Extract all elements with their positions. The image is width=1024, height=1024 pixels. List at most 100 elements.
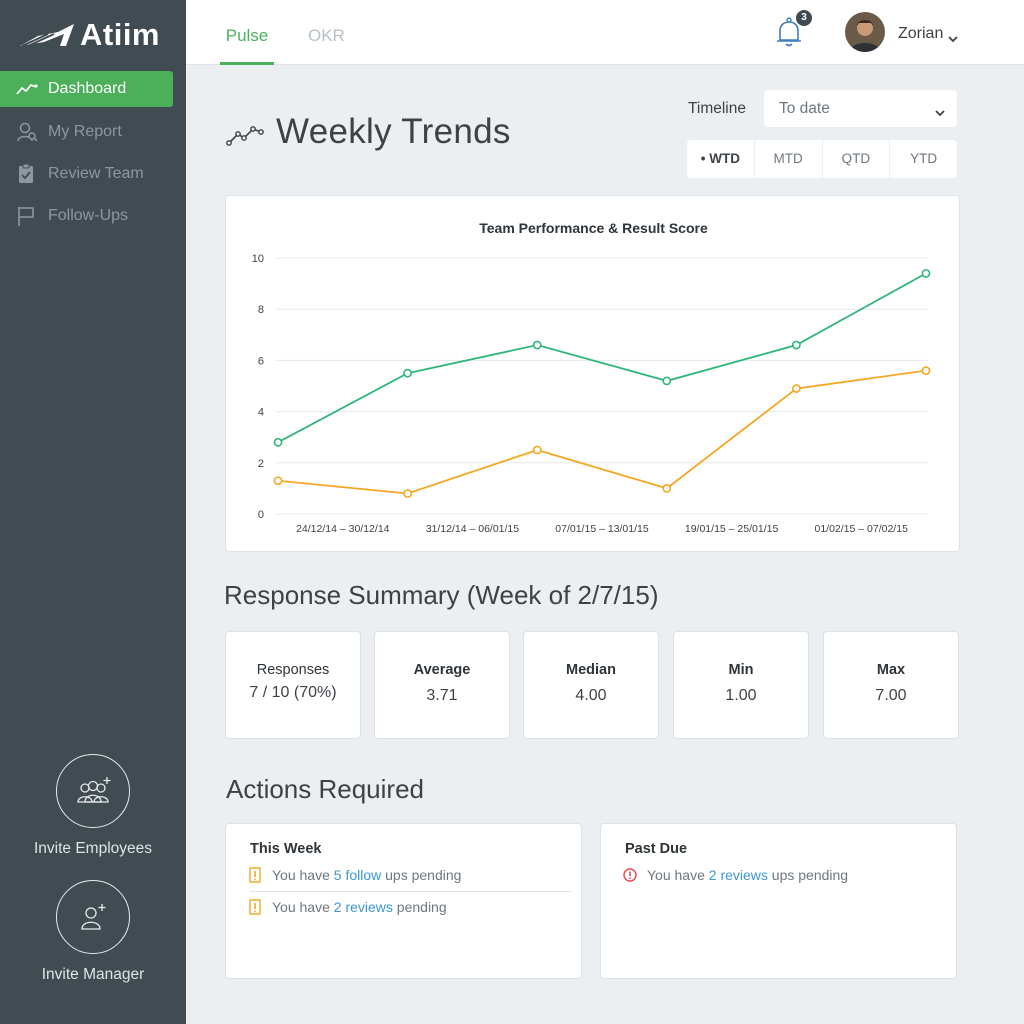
action-text-prefix: You have: [272, 899, 334, 915]
chevron-down-icon[interactable]: [948, 30, 958, 48]
stat-value: 1.00: [725, 687, 757, 704]
stat-card-median: Median 4.00: [523, 631, 659, 739]
range-ytd[interactable]: YTD: [910, 151, 938, 166]
action-card-heading: Past Due: [625, 841, 688, 857]
stat-card-average: Average 3.71: [374, 631, 510, 739]
data-point[interactable]: [921, 366, 931, 376]
range-mtd[interactable]: MTD: [755, 140, 823, 178]
stat-value: 4.00: [575, 687, 607, 704]
divider: [250, 891, 572, 892]
stat-label: Responses: [256, 662, 330, 678]
chart-card: Team Performance & Result Score 0 2 4 6 8 10 2…: [225, 195, 960, 552]
sidebar-nav: Dashboard My Report Review Team Follow-U…: [0, 71, 186, 237]
past-due-reviews-link[interactable]: 2 reviews: [708, 867, 768, 883]
group-add-icon: [56, 754, 130, 828]
warning-icon: [248, 867, 262, 883]
stat-label: Max: [876, 662, 906, 678]
chevron-down-icon: [935, 104, 945, 122]
user-search-icon: [16, 121, 40, 143]
stat-label: Median: [566, 662, 616, 678]
data-point[interactable]: [792, 340, 801, 350]
stat-value: 3.71: [426, 687, 458, 704]
logo[interactable]: Atiim: [18, 17, 160, 52]
warning-icon: [248, 899, 262, 915]
data-point[interactable]: [662, 376, 672, 386]
tab-okr[interactable]: OKR: [308, 26, 345, 45]
invite-manager-button[interactable]: Invite Manager: [0, 880, 186, 984]
stat-card-min: Min 1.00: [673, 631, 809, 739]
follow-ups-link[interactable]: 5 follow: [333, 867, 382, 883]
sidebar-item-label: Review Team: [48, 165, 144, 182]
stat-value: 7.00: [875, 687, 907, 704]
user-name[interactable]: Zorian: [898, 25, 944, 42]
logo-mark-icon: [20, 24, 74, 47]
action-text-prefix: You have: [647, 867, 709, 883]
x-tick-label: 31/12/14 – 06/01/15: [426, 523, 520, 535]
user-add-icon: [56, 880, 130, 954]
y-tick-label: 4: [258, 407, 264, 419]
sidebar: Atiim Dashboard My Report Review Team Fo…: [0, 0, 186, 1024]
y-tick-label: 8: [258, 304, 264, 316]
stat-card-responses: Responses 7 / 10 (70%): [225, 631, 361, 739]
top-bar: Pulse OKR 3 Zorian: [186, 0, 1024, 65]
logo-text: Atiim: [80, 17, 160, 52]
timeline-select-value: To date: [779, 100, 830, 117]
data-point[interactable]: [403, 368, 412, 378]
x-tick-label: 19/01/15 – 25/01/15: [685, 523, 779, 535]
sidebar-item-label: Follow-Ups: [48, 207, 129, 224]
sidebar-item-my-report[interactable]: My Report: [0, 111, 186, 153]
sidebar-item-label: Dashboard: [48, 80, 127, 97]
data-point[interactable]: [532, 340, 542, 350]
actions-title: Actions Required: [226, 774, 424, 804]
bell-icon[interactable]: [776, 16, 802, 55]
data-point[interactable]: [921, 268, 931, 278]
invite-manager-label: Invite Manager: [41, 966, 145, 983]
action-card-heading: This Week: [250, 841, 322, 857]
action-text-suffix: pending: [392, 899, 447, 915]
action-card-this-week: This Week You have 5 follow ups pending …: [225, 823, 582, 979]
notification-badge: 3: [796, 10, 812, 26]
range-wtd[interactable]: • WTD: [687, 140, 755, 178]
invite-employees-button[interactable]: Invite Employees: [0, 754, 186, 858]
page-title: Weekly Trends: [276, 112, 511, 151]
error-icon: [623, 867, 637, 883]
action-row: You have 2 reviews ups pending: [623, 867, 848, 883]
action-row: You have 5 follow ups pending: [248, 867, 461, 883]
data-point[interactable]: [273, 476, 283, 486]
series-line-1: [277, 369, 927, 495]
data-point[interactable]: [792, 384, 801, 393]
action-row: You have 2 reviews pending: [248, 899, 447, 915]
action-text-prefix: You have: [272, 867, 334, 883]
avatar[interactable]: [845, 12, 885, 52]
sidebar-item-dashboard[interactable]: Dashboard: [0, 71, 173, 107]
action-card-past-due: Past Due You have 2 reviews ups pending: [600, 823, 957, 979]
data-point[interactable]: [403, 489, 412, 498]
clipboard-check-icon: [16, 163, 40, 185]
action-text-suffix: ups pending: [767, 867, 849, 883]
data-point[interactable]: [532, 445, 542, 455]
y-tick-label: 6: [258, 355, 264, 367]
y-tick-label: 10: [252, 253, 264, 265]
x-tick-label: 07/01/15 – 13/01/15: [555, 523, 649, 535]
y-tick-label: 0: [258, 509, 264, 521]
invite-employees-label: Invite Employees: [33, 840, 153, 857]
tab-pulse[interactable]: Pulse: [220, 0, 274, 65]
timeline-label: Timeline: [688, 100, 746, 117]
range-selector: • WTD MTD QTD YTD: [687, 140, 957, 178]
reviews-link[interactable]: 2 reviews: [333, 899, 393, 915]
chart-title: Team Performance & Result Score: [479, 220, 708, 236]
sidebar-item-follow-ups[interactable]: Follow-Ups: [0, 195, 186, 237]
stat-card-max: Max 7.00: [823, 631, 959, 739]
sidebar-item-review-team[interactable]: Review Team: [0, 153, 186, 195]
action-text-suffix: ups pending: [381, 867, 462, 883]
series-line-0: [277, 272, 927, 444]
sidebar-item-label: My Report: [48, 123, 122, 140]
timeline-select[interactable]: To date: [764, 90, 957, 127]
data-point[interactable]: [273, 437, 283, 447]
stat-label: Average: [413, 662, 471, 678]
flag-icon: [16, 205, 40, 227]
range-qtd[interactable]: QTD: [823, 140, 891, 178]
x-tick-label: 01/02/15 – 07/02/15: [814, 523, 908, 535]
data-point[interactable]: [662, 483, 672, 493]
y-tick-label: 2: [258, 458, 264, 470]
